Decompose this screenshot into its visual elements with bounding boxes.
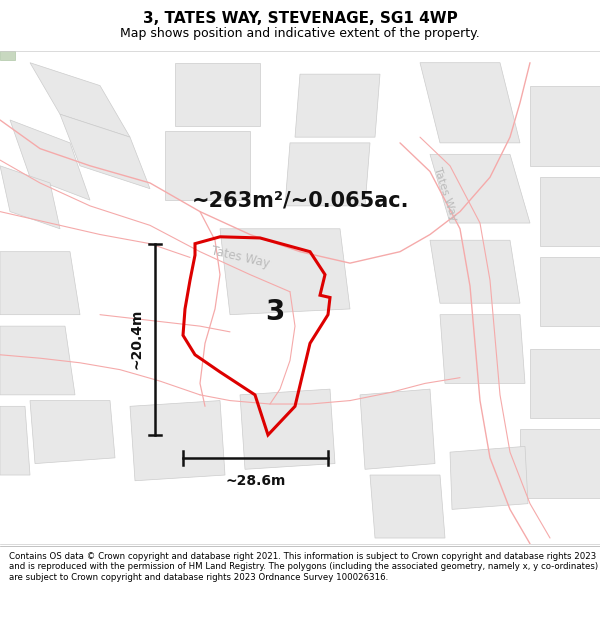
Polygon shape <box>165 131 250 200</box>
Text: ~20.4m: ~20.4m <box>129 309 143 369</box>
Text: ~263m²/~0.065ac.: ~263m²/~0.065ac. <box>191 190 409 210</box>
Text: 3, TATES WAY, STEVENAGE, SG1 4WP: 3, TATES WAY, STEVENAGE, SG1 4WP <box>143 11 457 26</box>
Text: Contains OS data © Crown copyright and database right 2021. This information is : Contains OS data © Crown copyright and d… <box>9 552 598 582</box>
Polygon shape <box>0 252 80 314</box>
Polygon shape <box>10 120 90 200</box>
Polygon shape <box>540 177 600 246</box>
Polygon shape <box>295 74 380 137</box>
Polygon shape <box>30 62 130 137</box>
Polygon shape <box>0 166 60 229</box>
Polygon shape <box>370 475 445 538</box>
Polygon shape <box>30 401 115 464</box>
Polygon shape <box>430 154 530 223</box>
Polygon shape <box>530 86 600 166</box>
Text: Tates Way: Tates Way <box>431 166 458 222</box>
Polygon shape <box>175 62 260 126</box>
Polygon shape <box>240 389 335 469</box>
Text: 3: 3 <box>265 298 284 326</box>
Polygon shape <box>0 51 15 61</box>
Polygon shape <box>360 389 435 469</box>
Polygon shape <box>520 429 600 498</box>
Polygon shape <box>130 401 225 481</box>
Polygon shape <box>220 229 350 314</box>
Polygon shape <box>440 314 525 383</box>
Polygon shape <box>420 62 520 143</box>
Text: Map shows position and indicative extent of the property.: Map shows position and indicative extent… <box>120 27 480 40</box>
Polygon shape <box>450 446 528 509</box>
Polygon shape <box>285 143 370 206</box>
Polygon shape <box>430 240 520 303</box>
Polygon shape <box>540 258 600 326</box>
Polygon shape <box>0 326 75 395</box>
Text: Tates Way: Tates Way <box>209 244 271 271</box>
Polygon shape <box>0 406 30 475</box>
Polygon shape <box>530 349 600 418</box>
Polygon shape <box>60 114 150 189</box>
Text: ~28.6m: ~28.6m <box>226 474 286 488</box>
